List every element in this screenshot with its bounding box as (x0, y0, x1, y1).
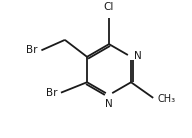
Text: Br: Br (46, 88, 57, 98)
Text: Cl: Cl (104, 2, 114, 12)
Text: N: N (134, 51, 142, 61)
Text: N: N (105, 99, 113, 109)
Text: CH₃: CH₃ (157, 94, 175, 104)
Text: Br: Br (26, 45, 37, 55)
